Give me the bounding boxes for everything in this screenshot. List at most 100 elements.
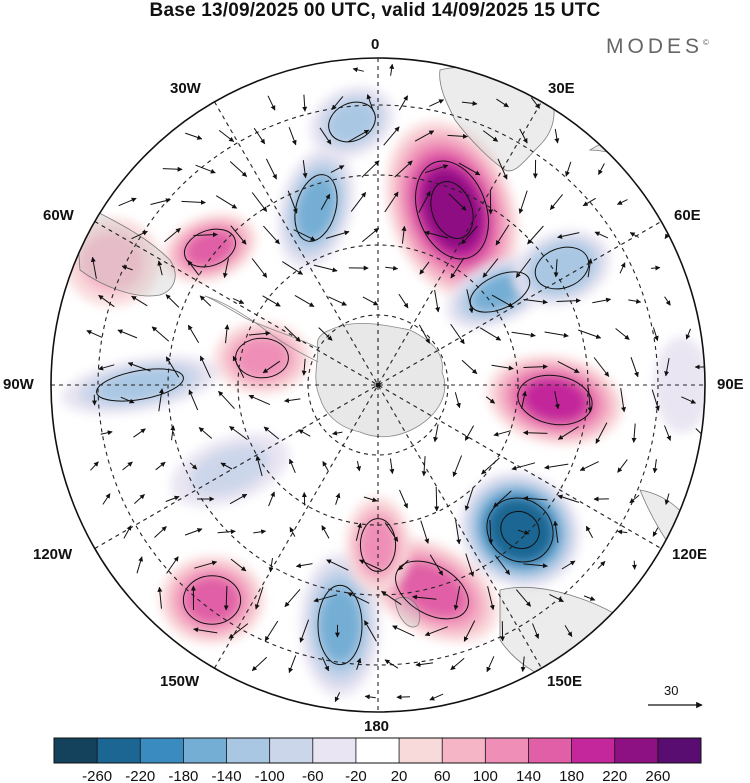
colorbar-label: 180 (559, 768, 585, 783)
colorbar-label: -100 (254, 768, 285, 783)
wind-arrow (165, 495, 180, 502)
colorbar (53, 737, 702, 764)
wind-arrow (265, 158, 277, 180)
wind-arrow (332, 430, 343, 436)
wind-arrow (629, 232, 639, 238)
colorbar-label: 20 (390, 768, 408, 783)
wind-arrow (461, 359, 478, 375)
wind-arrow (347, 592, 370, 604)
wind-arrow (424, 626, 448, 637)
wind-arrow (366, 94, 374, 112)
wind-arrow (392, 625, 415, 637)
wind-arrow (284, 326, 301, 342)
wind-arrow (463, 620, 476, 642)
colorbar-label: -20 (345, 768, 367, 783)
wind-arrow (491, 364, 514, 371)
wind-arrow (184, 528, 203, 536)
brand-mark: © (703, 38, 709, 47)
wind-arrow (120, 396, 135, 404)
wind-arrow (150, 198, 171, 205)
wind-arrow (381, 590, 402, 606)
wind-arrow (122, 461, 133, 471)
wind-arrow (420, 520, 430, 544)
wind-arrow (90, 256, 97, 279)
wind-arrow (521, 390, 527, 409)
wind-arrow (557, 426, 579, 440)
brand-logo: MODES© (606, 35, 709, 59)
map-disk (51, 58, 705, 712)
wind-arrow (253, 127, 266, 145)
wind-arrow (154, 526, 167, 538)
wind-arrow (157, 586, 163, 609)
contour-line (294, 174, 338, 242)
wind-arrow (251, 192, 268, 212)
wind-arrow (429, 99, 445, 107)
colorbar-label: 60 (433, 768, 451, 783)
wind-arrow (194, 560, 218, 569)
wind-arrow (347, 129, 370, 143)
wind-arrow (136, 556, 144, 574)
wind-arrow (617, 459, 628, 473)
lon-label-30w: 30W (170, 80, 201, 97)
wind-arrow (355, 522, 362, 541)
colorbar-swatch (54, 738, 98, 763)
anomaly-shade (472, 273, 528, 311)
wind-arrow (121, 265, 133, 271)
wind-arrow (664, 358, 670, 377)
wind-arrow (131, 230, 148, 240)
anomaly-shade (189, 445, 271, 495)
wind-arrow (385, 265, 399, 271)
wind-arrow (455, 520, 462, 545)
wind-arrow (263, 426, 280, 440)
wind-arrow (98, 364, 115, 371)
wind-arrow (199, 295, 212, 307)
wind-arrow (325, 230, 350, 239)
lon-label-150w: 150W (160, 673, 200, 690)
wind-arrow (363, 496, 378, 503)
wind-arrow (199, 355, 211, 379)
anomaly-pink-center-75w (214, 322, 310, 394)
wind-arrow (322, 460, 329, 471)
colorbar-swatch (312, 738, 357, 763)
wind-arrow (518, 190, 528, 214)
wind-arrow (361, 227, 379, 243)
wind-arrow (681, 396, 697, 404)
wind-arrow (284, 398, 301, 403)
wind-arrow (401, 225, 407, 244)
wind-arrow (578, 329, 602, 339)
wind-arrow (364, 620, 377, 642)
wind-arrow (554, 128, 560, 144)
wind-arrow (158, 388, 164, 412)
wind-arrow (117, 329, 138, 339)
wind-arrow (520, 656, 526, 672)
wind-arrow (482, 258, 499, 278)
wind-arrow (495, 224, 510, 246)
wind-arrow (465, 553, 475, 577)
anomaly-blue-center-90e (654, 337, 705, 433)
wind-arrow (254, 586, 264, 610)
wind-arrow (429, 554, 444, 576)
contour-line (182, 575, 242, 625)
wind-arrow (248, 394, 271, 406)
wind-arrow (615, 328, 630, 340)
wind-arrow (198, 427, 213, 439)
wind-arrow (134, 494, 145, 504)
wind-arrow (362, 296, 379, 306)
wind-arrow (187, 260, 200, 276)
wind-arrow (450, 323, 465, 345)
wind-arrow (326, 559, 349, 571)
lon-label-0: 0 (371, 36, 380, 53)
wind-arrow (356, 657, 362, 670)
wind-arrow (383, 126, 400, 146)
wind-arrow (544, 463, 569, 470)
wind-arrow (262, 295, 281, 307)
lon-label-60w: 60W (43, 207, 74, 224)
lon-label-120e: 120E (672, 546, 708, 563)
wind-arrow (118, 197, 137, 207)
contour-line (96, 368, 184, 402)
wind-vectors (86, 63, 705, 703)
wind-arrow (313, 264, 338, 273)
wind-arrow (98, 294, 115, 308)
wind-arrow (565, 161, 572, 177)
wind-arrow (294, 294, 315, 308)
